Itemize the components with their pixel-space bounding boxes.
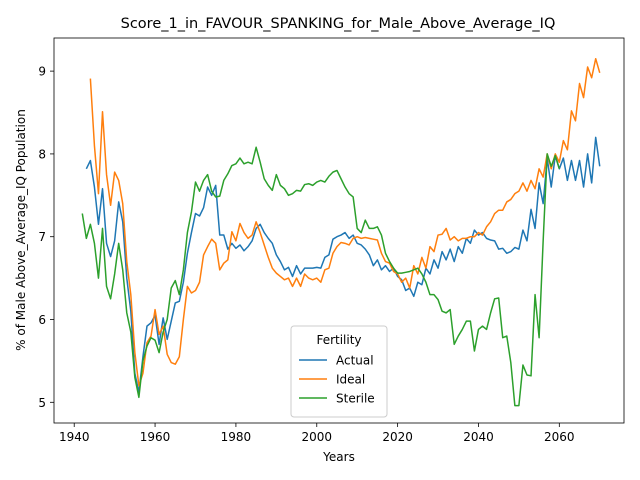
chart-title: Score_1_in_FAVOUR_SPANKING_for_Male_Abov… xyxy=(121,16,556,32)
legend-label-sterile: Sterile xyxy=(336,392,375,406)
y-tick-label: 7 xyxy=(38,230,46,244)
y-tick-label: 8 xyxy=(38,147,46,161)
y-axis-ticks: 5 6 7 8 9 xyxy=(38,65,54,410)
x-tick-label: 2040 xyxy=(463,430,494,444)
y-tick-label: 9 xyxy=(38,65,46,79)
legend-label-actual: Actual xyxy=(336,354,374,368)
series-line-actual xyxy=(85,136,601,394)
legend-title: Fertility xyxy=(316,333,361,347)
y-tick-label: 5 xyxy=(38,396,46,410)
x-axis-label: Years xyxy=(322,450,355,464)
legend: Fertility Actual Ideal Sterile xyxy=(290,325,388,418)
x-tick-label: 2020 xyxy=(382,430,413,444)
x-tick-label: 2060 xyxy=(544,430,575,444)
series-line-ideal xyxy=(89,57,601,387)
x-tick-label: 2000 xyxy=(301,430,332,444)
legend-entries: Actual Ideal Sterile xyxy=(299,354,375,406)
plot-frame xyxy=(53,37,625,424)
x-tick-label: 1960 xyxy=(140,430,171,444)
x-tick-label: 1980 xyxy=(221,430,252,444)
y-axis-label: % of Male Above_Average_IQ Population xyxy=(14,109,28,351)
legend-label-ideal: Ideal xyxy=(336,373,365,387)
legend-box xyxy=(290,325,388,418)
series-line-sterile xyxy=(81,146,561,407)
plot-lines xyxy=(81,57,601,407)
x-axis-ticks: 1940 1960 1980 2000 2020 2040 2060 xyxy=(59,423,575,444)
x-tick-label: 1940 xyxy=(59,430,90,444)
y-tick-label: 6 xyxy=(38,313,46,327)
